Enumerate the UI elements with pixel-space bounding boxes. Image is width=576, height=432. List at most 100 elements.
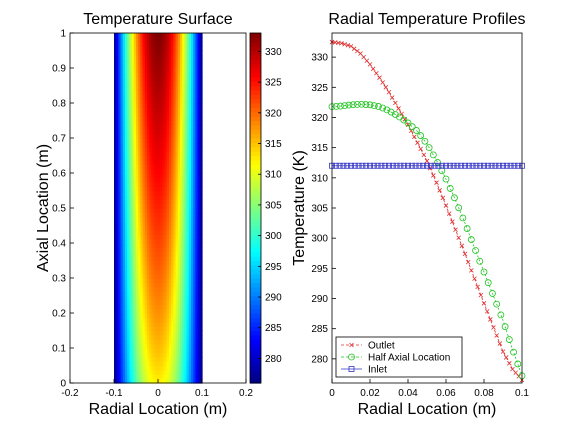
heatmap-cell [195,365,199,371]
heatmap-cell [142,129,146,135]
heatmap-cell [127,190,130,196]
heatmap-cell [122,155,126,161]
heatmap-cell [180,94,183,100]
heatmap-cell [144,94,148,100]
heatmap-cell [158,116,161,122]
heatmap-cell [125,317,128,323]
outlet-point [469,268,474,273]
heatmap-cell [122,142,126,148]
heatmap-cell [188,103,192,108]
heatmap-cell [155,326,159,332]
heatmap-cell [186,260,190,266]
heatmap-cell [182,168,185,174]
heatmap-cell [142,356,146,362]
heatmap-cell [175,352,179,358]
heatmap-cell [122,374,126,380]
heatmap-cell [144,181,148,187]
heatmap-cell [151,286,155,292]
heatmap-cell [158,330,161,336]
heatmap-cell [116,173,119,178]
heatmap-cell [180,177,183,183]
heatmap-cell [122,247,126,253]
heatmap-cell [171,54,174,60]
heatmap-cell [155,308,159,314]
heatmap-cell [114,313,117,318]
heatmap-cell [136,111,139,117]
heatmap-cell [169,146,172,152]
heatmap-cell [118,142,122,148]
heatmap-cell [147,72,150,78]
heatmap-cell [138,282,141,288]
heatmap-cell [180,339,183,345]
heatmap-cell [164,365,168,371]
heatmap-cell [186,313,190,318]
heatmap-cell [138,59,141,65]
heatmap-cell [184,46,188,52]
heatmap-cell [138,260,141,266]
heatmap-cell [162,146,166,152]
colorbar-tick-label: 310 [265,170,282,181]
heatmap-cell [162,295,166,301]
heatmap-cell [149,243,152,248]
heatmap-cell [164,168,168,174]
heatmap-cell [114,243,117,248]
heatmap-cell [188,317,192,323]
heatmap-cell [129,164,133,170]
heatmap-cell [160,295,163,301]
heatmap-cell [129,177,133,183]
heatmap-cell [144,313,148,318]
heatmap-cell [149,278,152,283]
heatmap-cell [180,299,183,305]
heatmap-cell [153,116,157,122]
heatmap-cell [166,54,170,60]
heatmap-cell [149,356,152,362]
heatmap-cell [129,225,133,231]
heatmap-cell [166,89,170,95]
heatmap-cell [136,203,139,209]
heatmap-cell [140,238,144,244]
heatmap-cell [195,229,199,235]
heatmap-cell [142,308,146,314]
colorbar-segment [250,348,261,353]
heatmap-cell [186,89,190,95]
heatmap-cell [125,190,128,196]
heatmap-cell [197,260,201,266]
heatmap-cell [169,72,172,78]
heatmap-cell [186,234,190,240]
heatmap-cell [125,81,128,87]
colorbar-segment [250,68,261,73]
heatmap-cell [118,291,122,297]
heatmap-cell [136,330,139,336]
heatmap-cell [136,81,139,87]
heatmap-cell [140,103,144,108]
heatmap-cell [118,348,122,353]
heatmap-cell [193,85,196,91]
heatmap-cell [182,313,185,318]
heatmap-cell [116,352,119,358]
heatmap-cell [120,378,124,384]
heatmap-cell [133,365,137,371]
inlet-point [424,162,430,169]
heatmap-cell [153,326,157,332]
heatmap-cell [184,41,188,47]
heatmap-cell [129,129,133,135]
heatmap-cell [138,212,141,218]
colorbar-segment [250,164,261,170]
heatmap-cell [177,181,181,187]
heatmap-cell [169,348,172,353]
heatmap-cell [151,76,155,82]
heatmap-cell [173,151,177,157]
colorbar-segment [250,264,261,270]
heatmap-cell [151,208,155,213]
heatmap-cell [177,168,181,174]
heatmap-cell [162,68,166,73]
heatmap-cell [127,89,130,95]
heatmap-cell [155,374,159,380]
heatmap-cell [160,63,163,69]
heatmap-cell [133,120,137,126]
heatmap-cell [180,120,183,126]
heatmap-cell [120,256,124,262]
heatmap-cell [180,129,183,135]
heatmap-cell [138,168,141,174]
heatmap-cell [125,116,128,122]
